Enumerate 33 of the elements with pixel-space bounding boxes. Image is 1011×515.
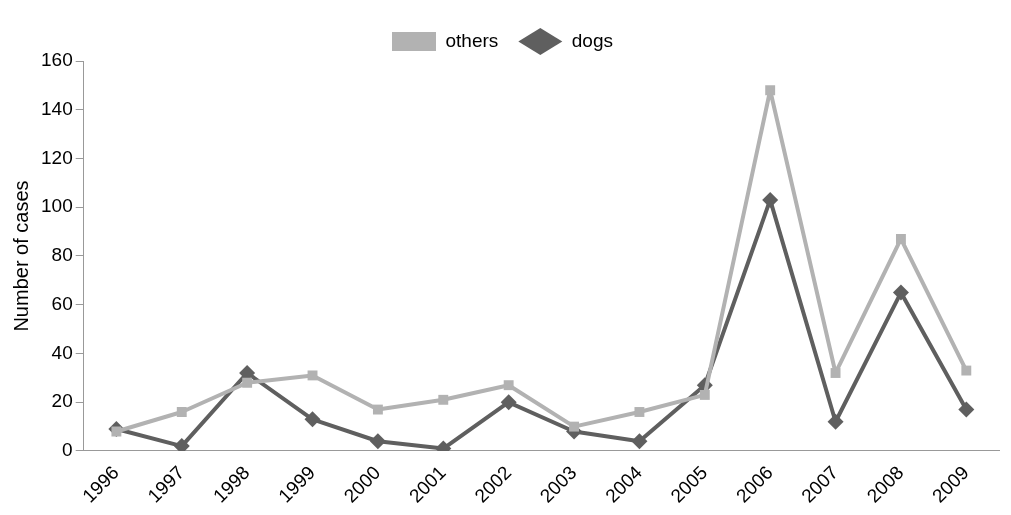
y-axis-title: Number of cases bbox=[9, 180, 32, 332]
point bbox=[307, 370, 318, 381]
point bbox=[892, 284, 909, 301]
y-tick-label: 40 bbox=[51, 341, 73, 363]
legend-label: dogs bbox=[571, 29, 614, 51]
point bbox=[369, 433, 386, 450]
point bbox=[242, 377, 253, 388]
point bbox=[503, 380, 514, 391]
point bbox=[372, 404, 383, 415]
legend-label: others bbox=[445, 29, 499, 51]
point bbox=[961, 365, 972, 376]
y-tick-label: 20 bbox=[51, 390, 73, 412]
y-tick-label: 140 bbox=[41, 97, 73, 119]
point bbox=[176, 407, 187, 417]
y-tick-label: 100 bbox=[41, 195, 73, 217]
y-tick-label: 120 bbox=[41, 146, 73, 168]
y-tick-label: 80 bbox=[51, 244, 73, 266]
y-tick-label: 60 bbox=[51, 292, 73, 314]
point bbox=[438, 394, 449, 405]
y-tick-label: 0 bbox=[62, 439, 73, 461]
point bbox=[569, 421, 579, 432]
point bbox=[762, 191, 779, 208]
point bbox=[631, 433, 648, 450]
point bbox=[765, 85, 776, 96]
point bbox=[895, 233, 906, 244]
point bbox=[304, 411, 321, 428]
point bbox=[958, 401, 975, 418]
point bbox=[634, 407, 645, 417]
point bbox=[500, 394, 517, 411]
y-tick-label: 160 bbox=[41, 49, 73, 71]
point bbox=[827, 413, 844, 430]
point bbox=[699, 389, 710, 400]
point bbox=[830, 368, 841, 378]
